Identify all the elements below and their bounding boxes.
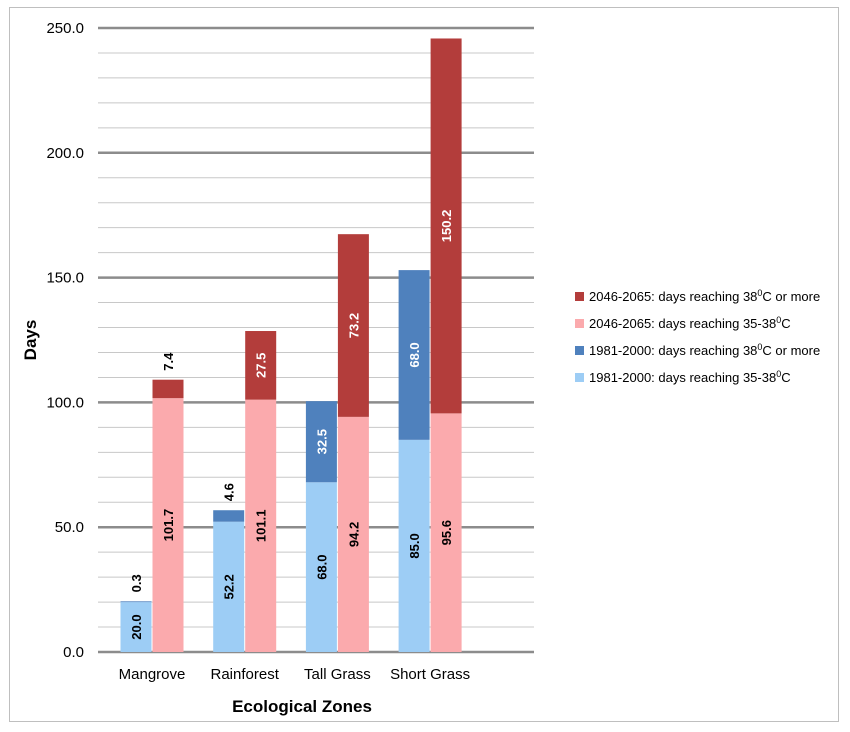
data-label: 101.1 (254, 510, 269, 543)
bar-segment (305, 401, 337, 483)
y-tick-labels: 0.0 50.0 100.0 150.0 200.0 250.0 (46, 20, 84, 661)
bars: 20.0 0.3 101.7 7.4 52.2 4.6 101.1 27.5 68.0 32.5 9… (120, 38, 462, 652)
x-category-labels: Mangrove Rainforest Tall Grass Short Grass (119, 666, 470, 683)
bar-segment (152, 379, 184, 399)
data-label: 85.0 (407, 533, 422, 558)
x-category-label: Mangrove (119, 666, 186, 683)
bar-segment (337, 416, 369, 652)
bar-segment (213, 510, 245, 522)
legend-swatch (575, 292, 584, 301)
data-label: 94.2 (346, 522, 361, 547)
bar-segment (337, 234, 369, 417)
data-label: 7.4 (161, 352, 176, 371)
bar-segment (245, 399, 277, 652)
data-label: 101.7 (161, 509, 176, 542)
data-label: 68.0 (314, 554, 329, 579)
bar-segment (430, 38, 462, 414)
legend-swatch (575, 373, 584, 382)
x-category-label: Tall Grass (304, 666, 371, 683)
legend-swatch (575, 346, 584, 355)
x-axis-title: Ecological Zones (232, 697, 372, 716)
bar-segment (398, 439, 430, 652)
bar-segment (245, 331, 277, 400)
legend-swatch (575, 319, 584, 328)
data-label: 27.5 (254, 353, 269, 378)
y-tick-label: 0.0 (63, 644, 84, 661)
data-label: 52.2 (222, 574, 237, 599)
legend-entry: 2046-2065: days reaching 35-380C (589, 315, 791, 331)
data-label: 73.2 (346, 313, 361, 338)
y-tick-label: 100.0 (46, 394, 84, 411)
legend-entry: 2046-2065: days reaching 380C or more (589, 288, 820, 304)
legend: 2046-2065: days reaching 380C or more 204… (575, 288, 820, 385)
bar-segment (120, 601, 152, 603)
data-label: 68.0 (407, 342, 422, 367)
bar-segment (120, 602, 152, 652)
x-category-label: Rainforest (211, 666, 280, 683)
bar-segment (305, 482, 337, 652)
data-label: 20.0 (129, 614, 144, 639)
data-label: 0.3 (129, 574, 144, 592)
y-tick-label: 200.0 (46, 145, 84, 162)
data-label: 32.5 (314, 429, 329, 454)
y-tick-label: 250.0 (46, 20, 84, 37)
x-category-label: Short Grass (390, 666, 470, 683)
legend-entry: 1981-2000: days reaching 380C or more (589, 342, 820, 358)
y-axis-title: Days (21, 320, 40, 361)
y-tick-label: 150.0 (46, 270, 84, 287)
bar-segment (213, 521, 245, 652)
bar-segment (398, 270, 430, 440)
data-label: 4.6 (222, 483, 237, 501)
y-tick-label: 50.0 (55, 519, 84, 536)
bar-segment (152, 398, 184, 652)
data-label: 150.2 (439, 210, 454, 243)
data-label: 95.6 (439, 520, 454, 545)
legend-entry: 1981-2000: days reaching 35-380C (589, 369, 791, 385)
bar-segment (430, 413, 462, 652)
